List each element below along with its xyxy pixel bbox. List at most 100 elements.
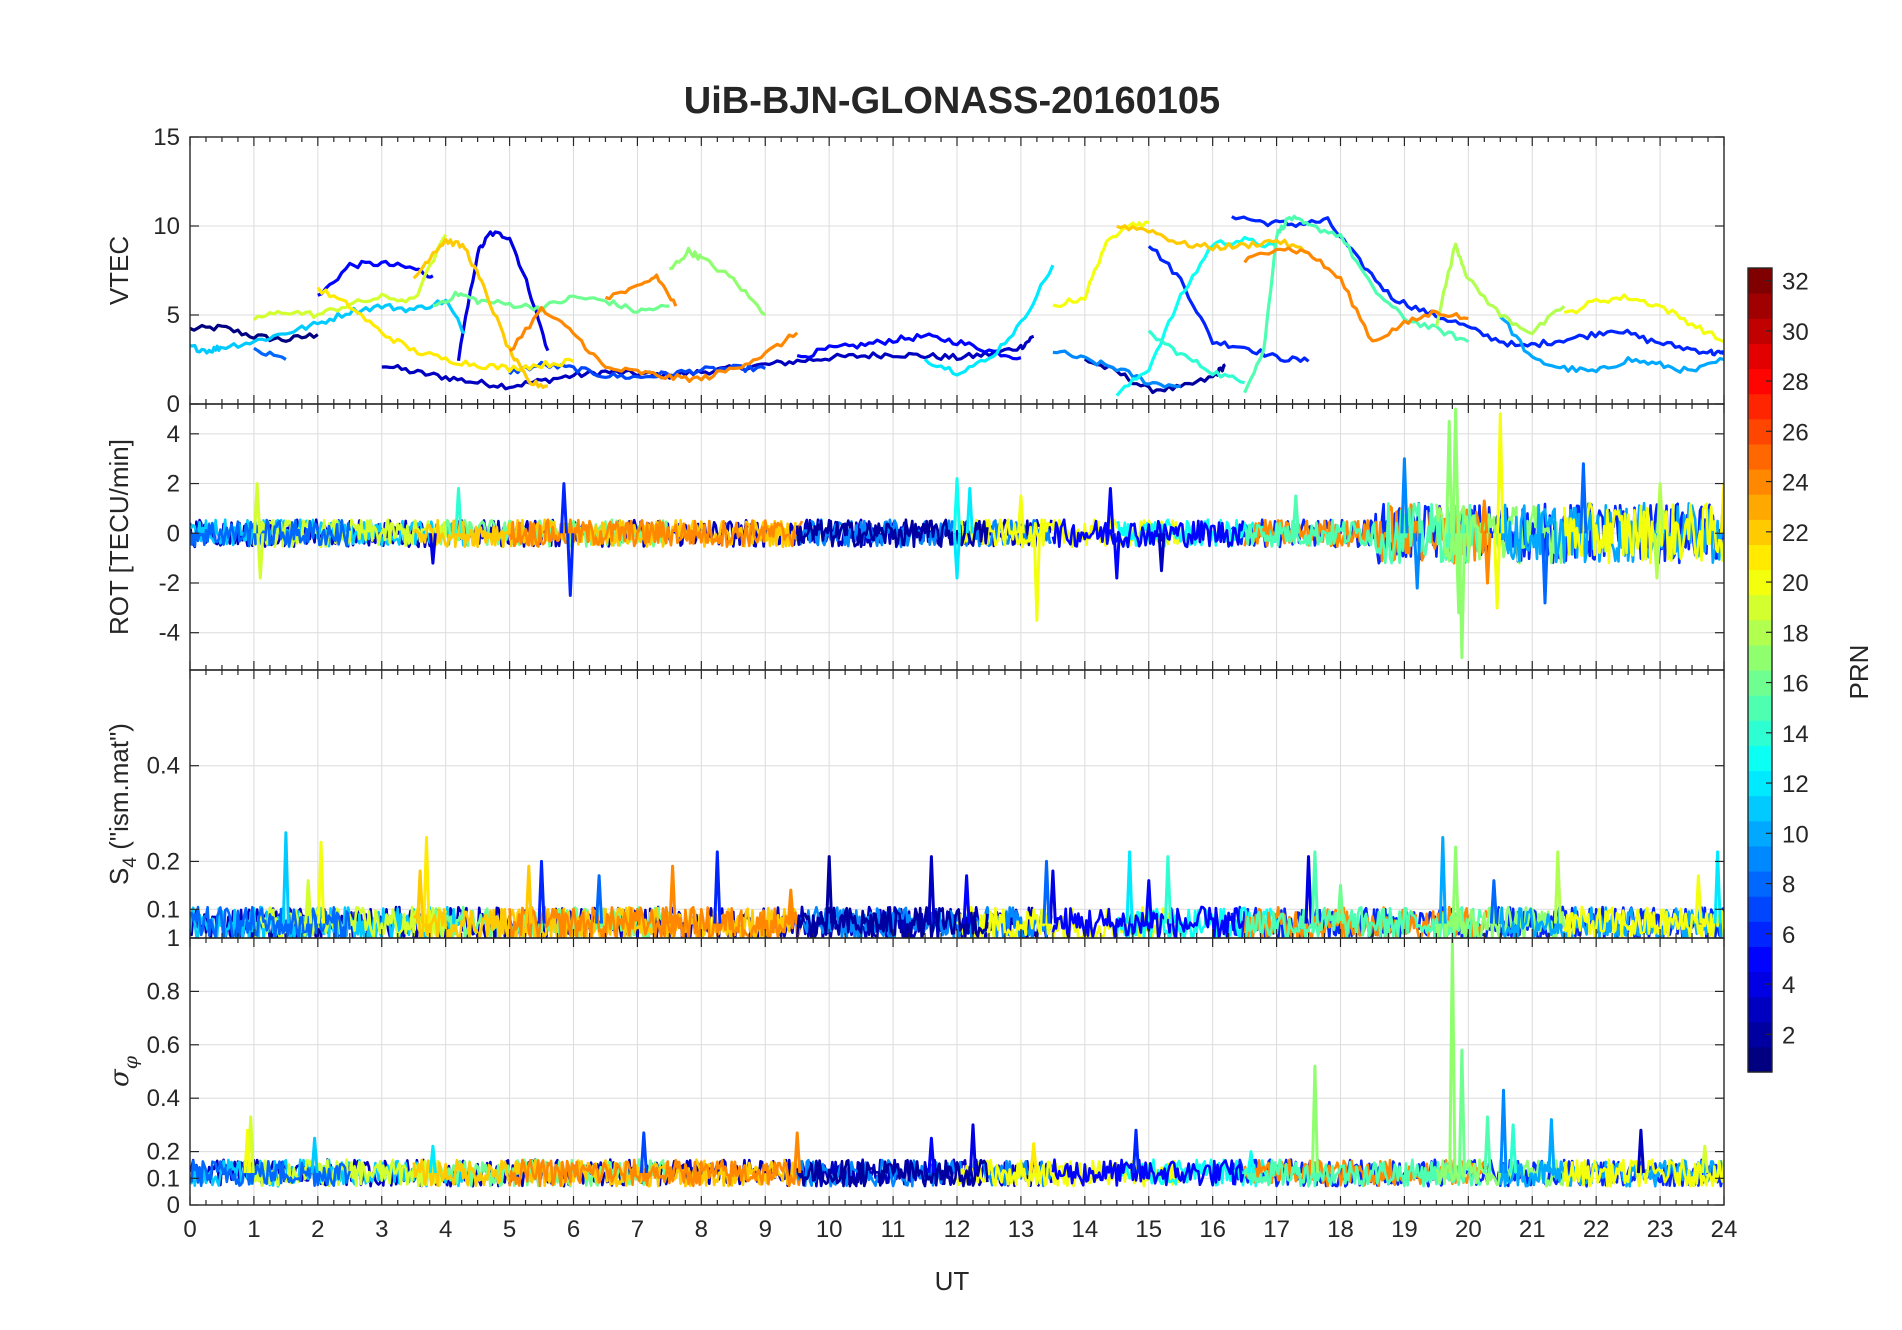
colorbar-swatch [1748,393,1772,420]
figure-title: UiB-BJN-GLONASS-20160105 [684,80,1220,122]
rot-trace-prn-10 [1499,501,1724,564]
vtec-series-prn-16 [432,290,670,314]
rot-spike-prn-9 [1400,457,1409,534]
rot-spike-prn-24 [1480,499,1489,534]
x-tick-label: 21 [1519,1216,1546,1243]
colorbar-tick-label: 30 [1782,319,1809,346]
s4-trace-prn-8 [190,905,352,938]
rot-spike-prn-15 [1291,494,1300,534]
vtec-series-prn-1 [190,323,319,343]
ticks-vtec: 0 5 10 15 [153,124,1725,418]
y-axis-label-rot: ROT [TECU/min] [104,439,134,635]
x-tick-label: 14 [1071,1216,1098,1243]
y-tick-label: 5 [167,302,180,329]
colorbar-swatch [1748,996,1772,1023]
sigma_phi-spike-prn-11 [310,1136,319,1174]
y-tick-label: -4 [159,620,180,647]
colorbar-swatch [1748,644,1772,671]
colorbar-tick-label: 20 [1782,570,1809,597]
rot-spike-prn-5 [1112,533,1121,580]
rot-spike-prn-8 [1579,462,1588,534]
x-tick-label: 19 [1391,1216,1418,1243]
y-tick-label: 0.1 [147,896,180,923]
sigma_phi-trace-prn-22 [412,1158,797,1188]
plot-area-rot [190,407,1724,660]
vtec-series-prn-12 [923,264,1055,377]
y-axis-label-sigma_phi: σφ [105,1055,142,1087]
sigma_phi-spike-prn-4 [968,1123,977,1174]
s4-spike-prn-19 [304,879,313,924]
colorbar-tick-label: 4 [1782,972,1795,999]
s4-spike-prn-8 [1489,879,1498,924]
vtec-series-prn-18 [1434,242,1566,336]
rot-spike-prn-17 [1445,419,1454,534]
vtec-series-prn-22 [412,237,549,389]
rot-spike-prn-21 [1719,482,1724,534]
x-tick-label: 3 [375,1216,388,1243]
rot-spike-prn-5 [1106,487,1115,534]
sigma_phi-spike-prn-17 [1448,938,1457,1174]
panel-vtec: 0 5 10 15 VTEC [104,124,1725,418]
rot-spike-prn-20 [1032,533,1041,622]
colorbar-tick-label: 18 [1782,620,1809,647]
sigma_phi-spike-prn-14 [1509,1123,1518,1174]
colorbar-swatch [1748,695,1772,721]
vtec-series-prn-11 [190,298,466,355]
sigma_phi-spike-prn-13 [1247,1150,1256,1174]
vtec-series-prn-24 [1243,246,1469,343]
rot-spike-prn-20 [1496,412,1505,534]
vtec-series-prn-22 [1116,224,1309,255]
rot-trace-prn-20 [1562,501,1724,565]
s4-spike-prn-20 [317,840,326,924]
vtec-series-prn-14 [1147,329,1245,385]
rot-trace-prn-19 [252,518,447,549]
s4-spike-prn-6 [537,859,546,924]
colorbar-tick-label: 28 [1782,369,1809,396]
rot-spike-prn-18 [1652,533,1661,580]
sigma_phi-spike-prn-6 [1131,1128,1140,1174]
x-tick-label: 5 [503,1216,516,1243]
sigma_phi-spike-prn-5 [927,1136,936,1174]
rot-spike-prn-6 [566,533,575,597]
plot-area-s4 [190,831,1724,938]
sigma_phi-spike-prn-9 [1499,1088,1508,1174]
x-tick-labels: 0 1 2 3 4 5 6 7 8 9 10 11 12 13 14 15 16 17 18 19 20 21 22 23 24 [183,1216,1737,1243]
y-tick-label: 0.4 [147,753,180,780]
vtec-series-prn-24 [508,305,799,383]
y-tick-label: 4 [167,421,180,448]
rot-spike-prn-20 [1493,533,1502,610]
s4-spike-prn-11 [281,831,290,924]
rot-trace-prn-8 [190,518,352,548]
sigma_phi-trace-prn-5 [1051,1158,1245,1187]
rot-spike-prn-12 [952,533,962,580]
s4-spike-prn-18 [1553,850,1562,924]
colorbar-tick-label: 16 [1782,671,1809,698]
s4-trace-prn-24 [508,905,804,938]
rot-spike-prn-4 [428,533,437,565]
sigma_phi-spike-prn-24 [793,1131,802,1174]
sigma_phi-spike-prn-15 [1483,1115,1492,1174]
x-tick-label: 7 [631,1216,644,1243]
y-tick-label: -2 [159,570,180,597]
s4-spike-prn-12 [1125,850,1134,924]
rot-spike-prn-17 [1451,407,1460,534]
s4-spike-prn-20 [1694,874,1703,924]
panel-rot: -4 -2 0 2 4 ROT [TECU/min] [104,403,1725,671]
x-tick-label: 15 [1135,1216,1162,1243]
s4-spike-prn-6 [713,850,722,924]
sigma_phi-spike-prn-7 [639,1131,648,1174]
y-tick-label: 1 [167,925,180,952]
y-tick-label: 0.4 [147,1085,180,1112]
sigma_phi-spike-prn-16 [1457,1048,1466,1174]
rot-spike-prn-9 [1413,533,1422,590]
s4-spike-prn-24 [668,864,677,924]
vtec-series-prn-6 [1147,245,1310,363]
rot-spike-prn-20 [1016,494,1025,534]
s4-spike-prn-2 [825,855,834,924]
s4-spike-prn-17 [1451,845,1460,924]
colorbar-swatch [1748,594,1772,621]
colorbar-swatch [1748,494,1772,520]
colorbar-swatch [1748,845,1772,872]
colorbar-tick-label: 26 [1782,419,1809,446]
